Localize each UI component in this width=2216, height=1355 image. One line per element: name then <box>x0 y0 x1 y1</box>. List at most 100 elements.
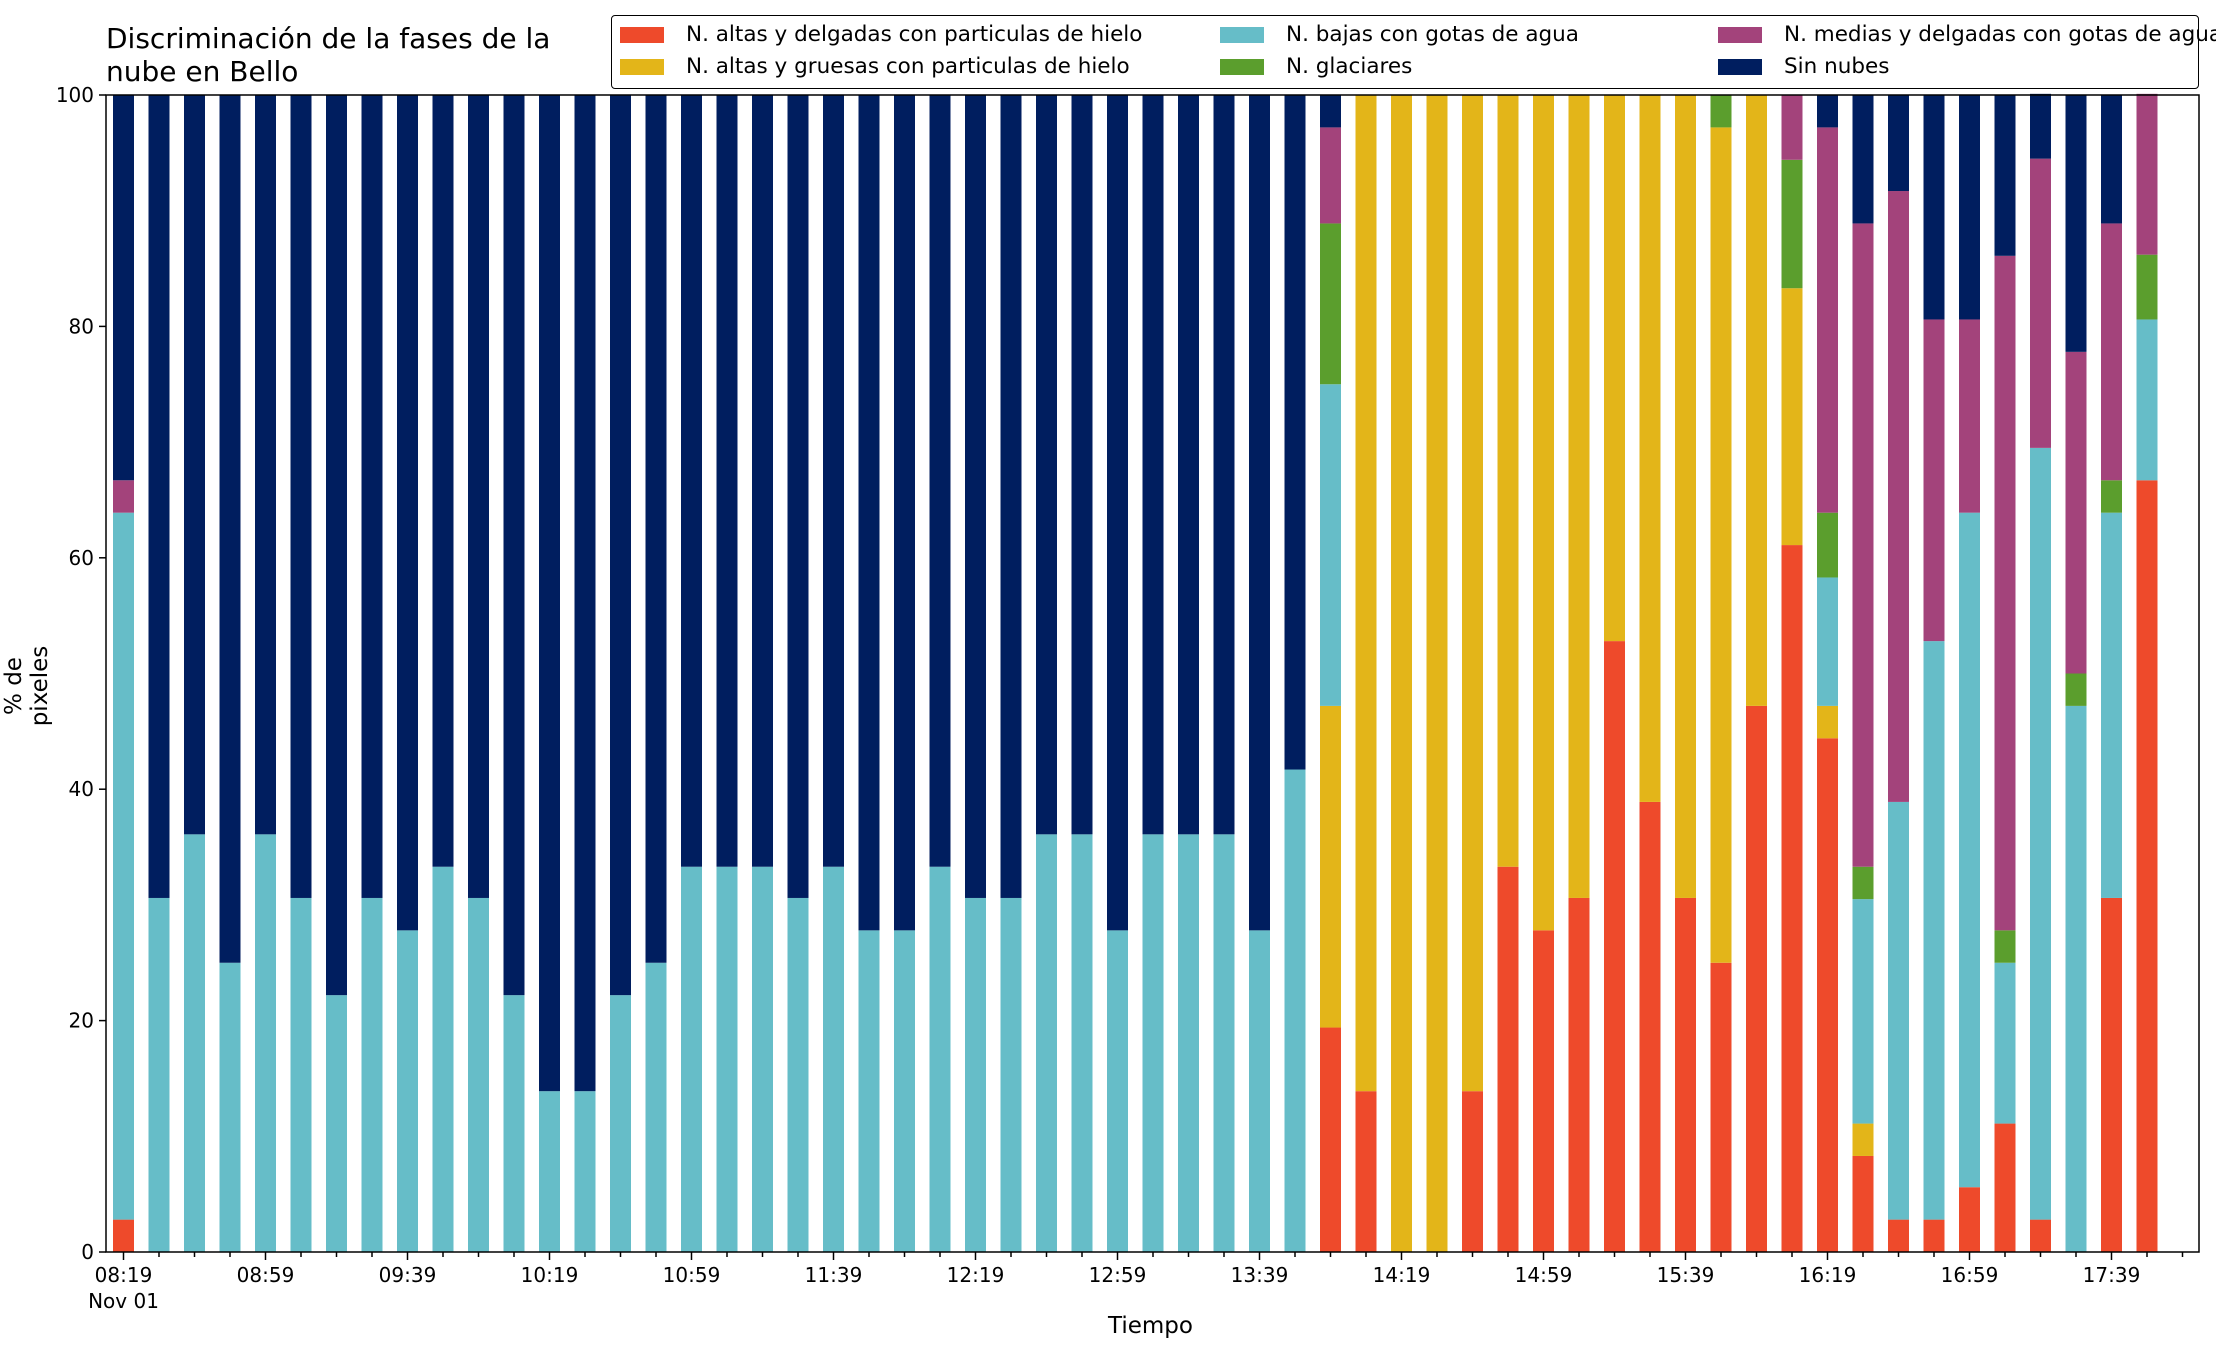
x-tick-label: 16:59 <box>1941 1263 1999 1287</box>
bar-segment <box>1675 897 1696 1252</box>
bar-segment <box>1320 95 1341 128</box>
bar-segment <box>1320 384 1341 706</box>
bar-segment <box>1781 288 1803 546</box>
x-tick-label: 17:39 <box>2083 1263 2141 1287</box>
bar-segment <box>1391 95 1412 1252</box>
bar-segment <box>681 95 702 867</box>
x-tick-label: 12:19 <box>947 1263 1005 1287</box>
x-tick-label: 14:59 <box>1515 1263 1573 1287</box>
x-tick-label: 14:19 <box>1373 1263 1431 1287</box>
bar-segment <box>184 834 205 1252</box>
bar-segment <box>1178 95 1199 835</box>
bar-segment <box>1923 319 1945 642</box>
bar-segment <box>645 962 667 1252</box>
bar-segment <box>184 95 205 835</box>
bar-segment <box>1107 95 1128 931</box>
bar-segment <box>326 995 347 1252</box>
legend-item-bajas-gotas: N. bajas con gotas de agua <box>1220 22 1579 47</box>
bar-segment <box>858 930 880 1252</box>
bar-segment <box>1781 95 1803 160</box>
bar-segment <box>1888 801 1909 1220</box>
chart-title-line-2: nube en Bello <box>106 55 299 88</box>
bar-segment <box>1320 127 1341 224</box>
bar-segment <box>1355 1091 1377 1252</box>
bar-segment <box>2101 897 2122 1252</box>
bar-segment <box>2101 223 2122 481</box>
bar-segment <box>219 962 241 1252</box>
bar-segment <box>1888 95 1909 192</box>
x-tick-label: 10:59 <box>663 1263 721 1287</box>
bar-segment <box>1249 95 1270 931</box>
bar-segment <box>1852 95 1874 224</box>
bar-segment <box>1568 95 1590 898</box>
bar-segment <box>1355 95 1377 1092</box>
bar-segment <box>1817 705 1838 739</box>
legend-item-altas-gruesas: N. altas y gruesas con particulas de hie… <box>620 54 1130 79</box>
legend-swatch <box>1220 58 1264 75</box>
bar-segment <box>894 930 915 1252</box>
x-tick-label: 11:39 <box>805 1263 863 1287</box>
bar-segment <box>1781 159 1803 289</box>
bar-segment <box>2065 673 2087 706</box>
axes-layer: 0 20 40 60 80 100 08:19 08:59 09:39 10:19 10:59 11:… <box>56 83 2200 1313</box>
bar-segment <box>2030 447 2051 1220</box>
bar-segment <box>361 897 383 1252</box>
bar-segment <box>1994 930 2016 963</box>
bar-segment <box>929 866 951 1252</box>
bar-segment <box>2136 480 2158 1252</box>
bar-layer <box>113 93 2158 1252</box>
bar-segment <box>1213 95 1235 835</box>
bar-segment <box>2101 95 2122 224</box>
legend-item-altas-delgadas: N. altas y delgadas con particulas de hi… <box>620 22 1142 47</box>
bar-segment <box>2030 158 2051 448</box>
x-tick-label: 10:19 <box>521 1263 579 1287</box>
bar-segment <box>432 866 454 1252</box>
legend-swatch <box>1718 58 1762 75</box>
legend-item-sin-nubes: Sin nubes <box>1718 54 1889 79</box>
bar-segment <box>2101 480 2122 513</box>
bar-segment <box>2136 93 2158 255</box>
bar-segment <box>610 995 631 1252</box>
bar-segment <box>1959 512 1980 1188</box>
bar-segment <box>1142 834 1164 1252</box>
y-tick-label: 20 <box>69 1009 94 1033</box>
bar-segment <box>1213 834 1235 1252</box>
bar-segment <box>645 95 667 963</box>
bar-segment <box>965 95 986 898</box>
bar-segment <box>1036 834 1057 1252</box>
bar-segment <box>1497 866 1519 1252</box>
bar-segment <box>1923 1219 1945 1252</box>
legend-label: N. altas y gruesas con particulas de hie… <box>686 54 1130 79</box>
bar-segment <box>1852 1123 1874 1156</box>
bar-segment <box>1604 95 1625 642</box>
bar-segment <box>1817 738 1838 1252</box>
bar-segment <box>219 95 241 963</box>
bar-segment <box>1071 95 1093 835</box>
bar-segment <box>1923 95 1945 320</box>
bar-segment <box>752 95 773 867</box>
bar-segment <box>1000 95 1022 898</box>
y-tick-label: 80 <box>69 314 94 338</box>
bar-segment <box>113 512 134 1220</box>
bar-segment <box>1533 95 1554 931</box>
bar-segment <box>2030 93 2051 159</box>
bar-segment <box>1959 1187 1980 1252</box>
bar-segment <box>468 95 489 898</box>
bar-segment <box>1249 930 1270 1252</box>
x-tick-label: 12:59 <box>1089 1263 1147 1287</box>
bar-segment <box>1994 95 2016 256</box>
bar-segment <box>1817 512 1838 578</box>
bar-segment <box>2136 254 2158 320</box>
bar-segment <box>1994 255 2016 931</box>
bar-segment <box>1994 1123 2016 1252</box>
bar-segment <box>290 897 312 1252</box>
bar-segment <box>1639 95 1661 802</box>
bar-segment <box>1071 834 1093 1252</box>
legend-swatch <box>620 26 664 43</box>
bar-segment <box>2136 319 2158 481</box>
bar-segment <box>716 866 738 1252</box>
bar-segment <box>1817 577 1838 706</box>
bar-segment <box>539 1091 560 1252</box>
bar-segment <box>1852 1155 1874 1252</box>
bar-segment <box>1923 641 1945 1220</box>
